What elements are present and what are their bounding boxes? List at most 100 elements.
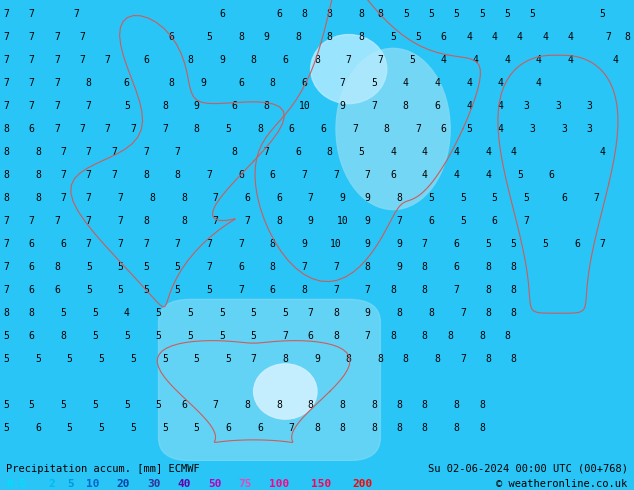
Text: 5: 5 <box>504 9 510 19</box>
Text: 8: 8 <box>403 101 409 111</box>
Text: 7: 7 <box>86 147 92 157</box>
Text: 7: 7 <box>162 124 168 134</box>
Text: 8: 8 <box>333 308 339 318</box>
Text: 4: 4 <box>510 147 517 157</box>
Text: 8: 8 <box>257 124 263 134</box>
Text: 8: 8 <box>238 32 244 42</box>
Text: 7: 7 <box>365 331 371 341</box>
Text: 5: 5 <box>174 285 181 295</box>
Text: 7: 7 <box>29 101 35 111</box>
Text: 6: 6 <box>29 331 35 341</box>
Text: 7: 7 <box>86 239 92 249</box>
Text: 8: 8 <box>295 32 301 42</box>
Text: 7: 7 <box>143 239 149 249</box>
Text: 5: 5 <box>124 101 130 111</box>
Text: 4: 4 <box>485 170 491 180</box>
Text: 6: 6 <box>181 400 187 410</box>
Text: 7: 7 <box>3 9 10 19</box>
Text: 5: 5 <box>225 354 231 364</box>
Text: 8: 8 <box>371 400 377 410</box>
Text: 8: 8 <box>193 124 200 134</box>
Text: 8: 8 <box>504 331 510 341</box>
Text: 4: 4 <box>422 170 428 180</box>
Text: 7: 7 <box>60 170 67 180</box>
Text: 5: 5 <box>98 423 105 433</box>
Text: 6: 6 <box>301 78 307 88</box>
Text: 8: 8 <box>149 193 155 203</box>
Text: 8: 8 <box>3 147 10 157</box>
Text: 8: 8 <box>422 285 428 295</box>
Text: 4: 4 <box>466 32 472 42</box>
Text: 6: 6 <box>219 9 225 19</box>
Text: 5: 5 <box>143 285 149 295</box>
Text: 8: 8 <box>143 216 149 226</box>
Text: 7: 7 <box>453 285 460 295</box>
Text: 8: 8 <box>54 262 60 272</box>
Text: 5: 5 <box>130 354 136 364</box>
Text: 7: 7 <box>206 262 212 272</box>
Text: 7: 7 <box>339 78 346 88</box>
Text: 6: 6 <box>276 193 282 203</box>
Text: 5: 5 <box>162 423 168 433</box>
Text: 5: 5 <box>3 354 10 364</box>
Text: 3: 3 <box>586 101 593 111</box>
Text: 8: 8 <box>3 308 10 318</box>
Text: 5: 5 <box>219 331 225 341</box>
Text: 0.5: 0.5 <box>6 479 27 489</box>
Text: 8: 8 <box>479 331 485 341</box>
Text: 5: 5 <box>117 262 124 272</box>
Text: 9: 9 <box>365 216 371 226</box>
Text: © weatheronline.co.uk: © weatheronline.co.uk <box>496 479 628 489</box>
Text: 5: 5 <box>428 9 434 19</box>
Text: 7: 7 <box>79 32 86 42</box>
Text: 8: 8 <box>485 285 491 295</box>
Text: 3: 3 <box>529 124 536 134</box>
Text: 8: 8 <box>307 400 314 410</box>
Text: 8: 8 <box>396 308 403 318</box>
Text: 6: 6 <box>269 170 276 180</box>
Text: 7: 7 <box>352 124 358 134</box>
Text: 7: 7 <box>307 193 314 203</box>
Text: 8: 8 <box>390 285 396 295</box>
Text: 8: 8 <box>453 400 460 410</box>
Text: 7: 7 <box>54 78 60 88</box>
Text: 4: 4 <box>466 78 472 88</box>
Text: 7: 7 <box>3 78 10 88</box>
Text: 40: 40 <box>178 479 191 489</box>
Text: 8: 8 <box>60 331 67 341</box>
Text: 8: 8 <box>428 308 434 318</box>
Text: 8: 8 <box>327 147 333 157</box>
Text: 5: 5 <box>162 354 168 364</box>
Text: 8: 8 <box>327 9 333 19</box>
Text: 9: 9 <box>200 78 206 88</box>
Text: 6: 6 <box>574 239 580 249</box>
Text: 6: 6 <box>124 78 130 88</box>
Text: 7: 7 <box>263 147 269 157</box>
Text: 8: 8 <box>333 331 339 341</box>
Text: 7: 7 <box>396 216 403 226</box>
Text: 6: 6 <box>491 216 498 226</box>
Text: 5: 5 <box>491 193 498 203</box>
Text: 8: 8 <box>174 170 181 180</box>
Text: 5: 5 <box>453 9 460 19</box>
Text: 9: 9 <box>396 239 403 249</box>
FancyBboxPatch shape <box>158 299 380 461</box>
Text: 8: 8 <box>269 78 276 88</box>
Text: 6: 6 <box>238 262 244 272</box>
Text: 8: 8 <box>510 308 517 318</box>
Text: 5: 5 <box>250 308 257 318</box>
Text: 4: 4 <box>504 55 510 65</box>
Text: 7: 7 <box>212 193 219 203</box>
Text: 9: 9 <box>301 239 307 249</box>
Text: 5: 5 <box>479 9 485 19</box>
Text: 8: 8 <box>510 354 517 364</box>
Text: 8: 8 <box>143 170 149 180</box>
Text: 4: 4 <box>453 147 460 157</box>
Text: 7: 7 <box>86 170 92 180</box>
Text: 7: 7 <box>244 216 250 226</box>
Text: 7: 7 <box>174 147 181 157</box>
Text: 6: 6 <box>428 216 434 226</box>
Text: 9: 9 <box>314 354 320 364</box>
Text: 8: 8 <box>510 285 517 295</box>
Text: 7: 7 <box>117 193 124 203</box>
